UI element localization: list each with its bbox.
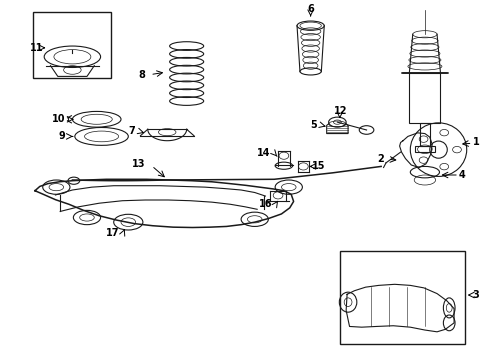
Bar bbox=[340, 251, 466, 344]
Text: 1: 1 bbox=[472, 138, 479, 148]
Text: 5: 5 bbox=[310, 120, 317, 130]
Text: 12: 12 bbox=[334, 107, 347, 116]
Text: 15: 15 bbox=[312, 161, 325, 171]
Text: 6: 6 bbox=[307, 4, 314, 14]
Text: 10: 10 bbox=[51, 114, 65, 124]
Bar bbox=[420, 123, 430, 146]
Text: 11: 11 bbox=[30, 43, 44, 53]
Text: 13: 13 bbox=[132, 159, 146, 169]
Text: 4: 4 bbox=[459, 170, 466, 180]
Bar bbox=[409, 73, 441, 123]
Text: 14: 14 bbox=[257, 148, 270, 158]
Text: 9: 9 bbox=[58, 131, 65, 141]
Text: 16: 16 bbox=[259, 199, 272, 209]
Text: 8: 8 bbox=[139, 69, 146, 80]
Text: 2: 2 bbox=[377, 154, 384, 163]
Bar bbox=[415, 146, 435, 153]
Text: 7: 7 bbox=[129, 126, 136, 136]
Text: 17: 17 bbox=[106, 228, 120, 238]
Text: 3: 3 bbox=[472, 290, 479, 300]
Bar bbox=[33, 12, 111, 78]
